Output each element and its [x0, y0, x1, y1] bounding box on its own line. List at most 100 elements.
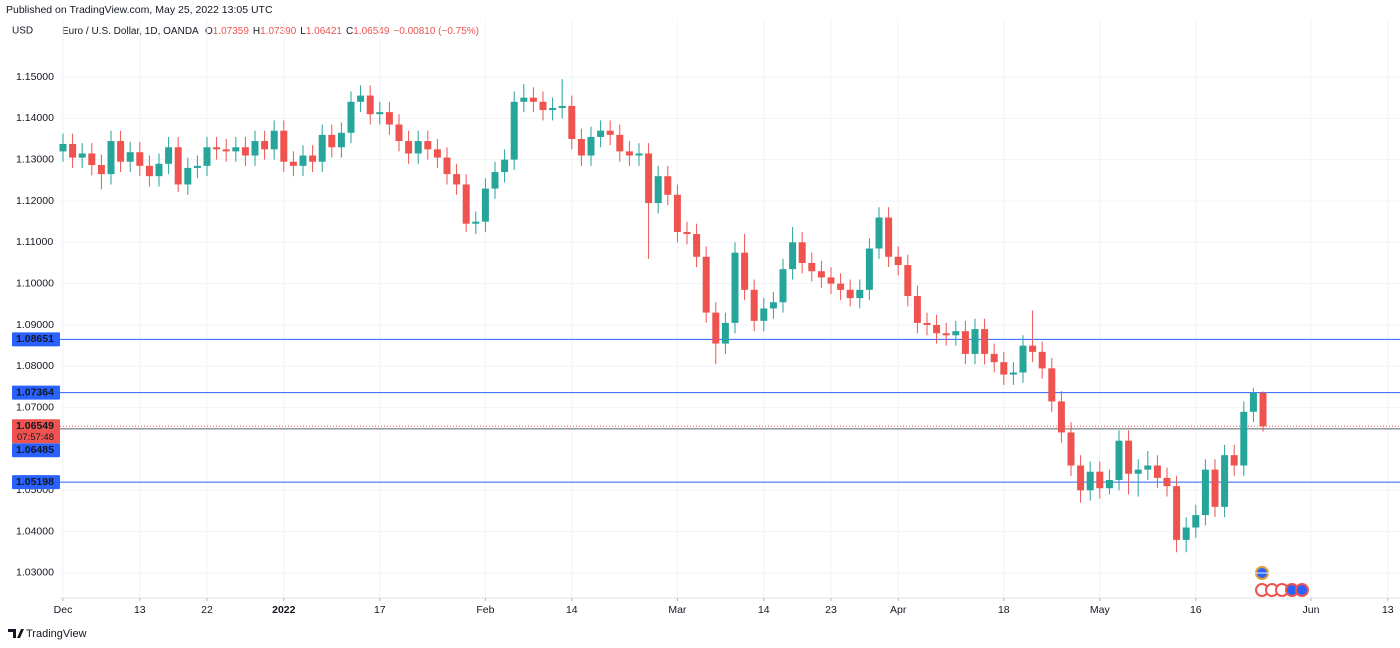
candle-body — [443, 157, 451, 175]
candle-body — [933, 324, 941, 334]
y-tick-label: 1.12000 — [16, 195, 54, 207]
candle-body — [529, 97, 537, 102]
ohlc-value: 1.06549 — [353, 26, 390, 37]
change: −0.00810 (−0.75%) — [393, 26, 479, 37]
candle-body — [117, 141, 125, 162]
grid — [60, 20, 1400, 598]
candle-body — [155, 163, 163, 177]
candle-body — [481, 188, 489, 222]
candle-body — [193, 165, 201, 168]
y-tick-label: 1.08000 — [16, 360, 54, 372]
candle-body — [750, 289, 758, 321]
candle-body — [184, 167, 192, 185]
price-label-bg — [12, 443, 60, 458]
candle-body — [1153, 465, 1161, 478]
candle-body — [69, 143, 77, 158]
candle-body — [97, 165, 105, 175]
last-price-label-bg — [12, 419, 60, 444]
candle-body — [913, 296, 921, 323]
candle-body — [942, 333, 950, 336]
candle-body — [280, 130, 288, 162]
candle-body — [126, 152, 134, 162]
candle-body — [337, 132, 345, 148]
candle-body — [923, 322, 931, 325]
x-tick-label: 23 — [825, 604, 837, 616]
candle-body — [885, 217, 893, 257]
candle-body — [88, 153, 96, 166]
candle-body — [597, 130, 605, 137]
candle-body — [222, 149, 230, 152]
events — [1255, 566, 1309, 597]
candle-body — [827, 277, 835, 284]
candle-body — [107, 141, 115, 175]
candle-body — [1173, 486, 1181, 540]
ohlc-value: 1.07359 — [213, 26, 250, 37]
y-tick-label: 1.04000 — [16, 525, 54, 537]
candle-body — [971, 329, 979, 354]
candle-body — [837, 283, 845, 290]
symbol-header: Euro / U.S. Dollar, 1D, OANDA O1.07359 H1… — [62, 26, 479, 37]
candle-body — [1230, 455, 1238, 466]
x-tick-label: 14 — [758, 604, 770, 616]
y-tick-label: 1.13000 — [16, 153, 54, 165]
candle-body — [1077, 465, 1085, 491]
candle-body — [539, 101, 547, 111]
candle-body — [789, 242, 797, 270]
y-tick-label: 1.15000 — [16, 71, 54, 83]
candle-body — [1144, 465, 1152, 470]
last-price-label: 1.06549 — [16, 420, 54, 432]
candle-body — [577, 138, 585, 156]
candle-body — [952, 331, 960, 336]
candle-body — [1009, 372, 1017, 375]
y-tick-label: 1.10000 — [16, 277, 54, 289]
candle-body — [366, 95, 374, 115]
candle-body — [357, 95, 365, 102]
x-tick-label: May — [1090, 604, 1111, 616]
published: Published on TradingView.com, May 25, 20… — [6, 4, 273, 16]
candle-body — [405, 141, 413, 154]
candle-body — [299, 155, 307, 166]
ohlc-value: 1.06421 — [306, 26, 343, 37]
x-tick-label: Dec — [54, 604, 73, 616]
candle-body — [645, 153, 653, 204]
candle-body — [1125, 440, 1133, 474]
x-tick-label: 17 — [374, 604, 386, 616]
price-label: 1.08651 — [16, 333, 54, 345]
candle-body — [568, 105, 576, 139]
price-label: 1.06485 — [16, 444, 54, 456]
candle-body — [625, 151, 633, 156]
candle-body — [769, 302, 777, 309]
candle-body — [587, 136, 595, 156]
candle-body — [808, 262, 816, 272]
y-tick-label: 1.14000 — [16, 112, 54, 124]
candle-body — [174, 147, 182, 185]
y-tick-label: 1.09000 — [16, 319, 54, 331]
currency: USD — [12, 26, 33, 37]
candle-body — [798, 242, 806, 263]
candle-body — [1019, 345, 1027, 373]
candle-body — [1182, 527, 1190, 540]
x-tick-label: 14 — [566, 604, 578, 616]
x-tick-label: 16 — [1190, 604, 1202, 616]
candle-body — [894, 256, 902, 266]
x-tick-label: Apr — [890, 604, 907, 616]
candle-body — [635, 153, 643, 156]
ohlc-key: C — [346, 26, 353, 37]
title: Euro / U.S. Dollar, 1D, OANDA — [62, 26, 199, 37]
x-tick-label: 13 — [134, 604, 146, 616]
ohlc-key: L — [300, 26, 306, 37]
candle-body — [241, 147, 249, 156]
candle-body — [856, 289, 864, 299]
y-tick-label: 1.03000 — [16, 567, 54, 579]
brand: TradingView — [26, 628, 87, 640]
candle-body — [712, 312, 720, 344]
price-label: 1.07364 — [16, 386, 54, 398]
candle-body — [270, 130, 278, 150]
price-label: 1.05198 — [16, 476, 54, 488]
candle-body — [875, 217, 883, 249]
candle-body — [904, 265, 912, 297]
candle-body — [779, 269, 787, 303]
candle-body — [1240, 411, 1248, 466]
